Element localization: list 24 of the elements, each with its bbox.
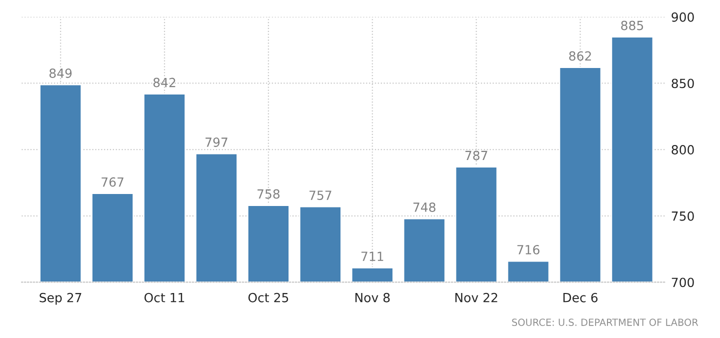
data-label: 849 [49,68,72,78]
data-label: 716 [517,244,540,254]
x-tick-label: Oct 11 [144,292,184,302]
data-label: 842 [153,78,176,88]
data-label: 758 [258,189,280,199]
y-tick-label: 850 [672,78,694,88]
data-label: 767 [102,177,124,187]
data-label: 711 [361,252,384,261]
data-label: 797 [206,138,228,147]
x-tick-label: Nov 22 [455,292,498,302]
y-tick-label: 800 [672,145,694,154]
source-note: SOURCE: U.S. DEPARTMENT OF LABOR [512,318,698,326]
x-tick-label: Nov 8 [355,292,390,302]
y-tick-label: 700 [672,278,694,288]
y-tick-label: 750 [672,211,694,221]
y-tick-label: 900 [672,12,694,22]
data-label: 748 [413,202,436,212]
data-label: 885 [621,20,644,30]
data-label: 862 [569,51,591,61]
data-label: 757 [310,190,332,200]
x-tick-label: Dec 6 [563,292,598,302]
x-tick-label: Sep 27 [40,292,82,305]
x-tick-label: Oct 25 [248,292,288,302]
data-label: 787 [465,150,488,160]
